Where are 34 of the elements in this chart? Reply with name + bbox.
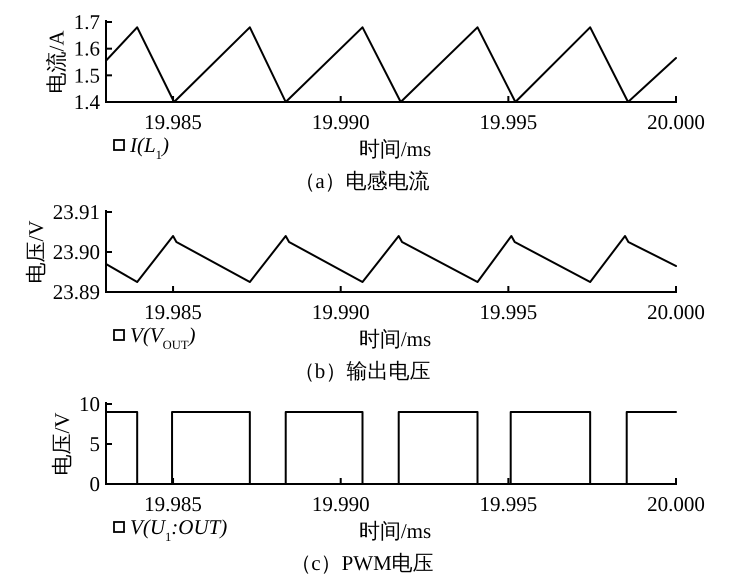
x-tick-label: 19.995 [479,110,538,134]
y-tick-label: 1.5 [74,63,100,88]
legend-label: I(L$_{1}$) [129,133,169,162]
y-tick-label: 5 [90,432,100,456]
x-axis-title: 时间/ms [358,327,432,351]
x-tick-label: 19.995 [479,492,538,516]
y-axis-title: 电压/V [24,220,48,284]
y-tick-label: 1.4 [74,90,100,114]
x-tick-label: 19.990 [312,492,370,516]
x-tick-label: 19.990 [312,300,370,324]
y-tick-label: 23.89 [52,280,100,304]
legend-label: V(U$_{1}$:OUT) [130,515,228,544]
x-axis-title: 时间/ms [358,137,432,161]
y-axis-title: 电压/V [50,412,74,476]
x-tick-label: 19.985 [144,110,202,134]
x-tick-label: 19.995 [479,300,538,324]
x-tick-label: 20.000 [647,300,705,324]
legend-label: V(V$_{OUT}$) [130,323,196,352]
text: （c）PWM电压 [290,551,434,574]
x-axis-title: 时间/ms [358,519,432,543]
y-tick-label: 0 [90,472,100,496]
y-tick-label: 1.6 [74,36,100,61]
x-tick-label: 19.985 [144,492,202,516]
y-tick-label: 23.91 [52,200,100,224]
x-tick-label: 20.000 [647,492,705,516]
y-axis-title: 电流/A [44,30,68,94]
y-tick-label: 23.90 [52,240,100,264]
x-tick-label: 20.000 [647,110,705,134]
x-tick-label: 19.990 [312,110,370,134]
text: （a）电感电流 [294,169,430,193]
x-tick-label: 19.985 [144,300,202,324]
y-tick-label: 1.7 [74,10,100,34]
text: （b）输出电压 [294,359,430,383]
y-tick-label: 10 [79,392,100,416]
